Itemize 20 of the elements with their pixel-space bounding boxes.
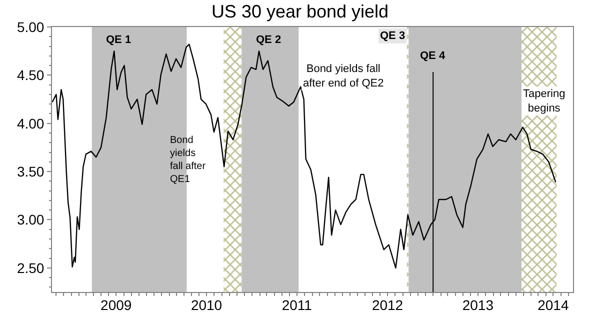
band-label: QE 3 <box>380 30 406 42</box>
ref-line-label: QE 4 <box>420 50 446 62</box>
band-label: QE 1 <box>106 34 132 46</box>
x-tick-label: 2014 <box>538 296 569 313</box>
annotation: Bond yields fall after end of QE2 <box>303 63 384 90</box>
band-label: Tapering begins <box>523 88 566 114</box>
band-label: QE 2 <box>256 34 282 46</box>
chart-title: US 30 year bond yield <box>211 2 389 22</box>
x-tick-label: 2009 <box>100 296 132 313</box>
annotation: Bond yields fall after QE1 <box>170 135 206 185</box>
y-tick-label: 5.00 <box>16 18 44 35</box>
y-tick-label: 4.50 <box>16 67 44 84</box>
x-tick-label: 2012 <box>372 296 404 313</box>
x-tick-label: 2013 <box>462 296 494 313</box>
x-tick-label: 2010 <box>190 296 222 313</box>
y-tick-label: 2.50 <box>16 260 44 276</box>
y-tick-label: 3.50 <box>16 163 44 180</box>
x-tick-label: 2011 <box>282 296 312 313</box>
y-tick-label: 4.00 <box>16 115 44 132</box>
y-tick-label: 3.00 <box>16 212 44 228</box>
